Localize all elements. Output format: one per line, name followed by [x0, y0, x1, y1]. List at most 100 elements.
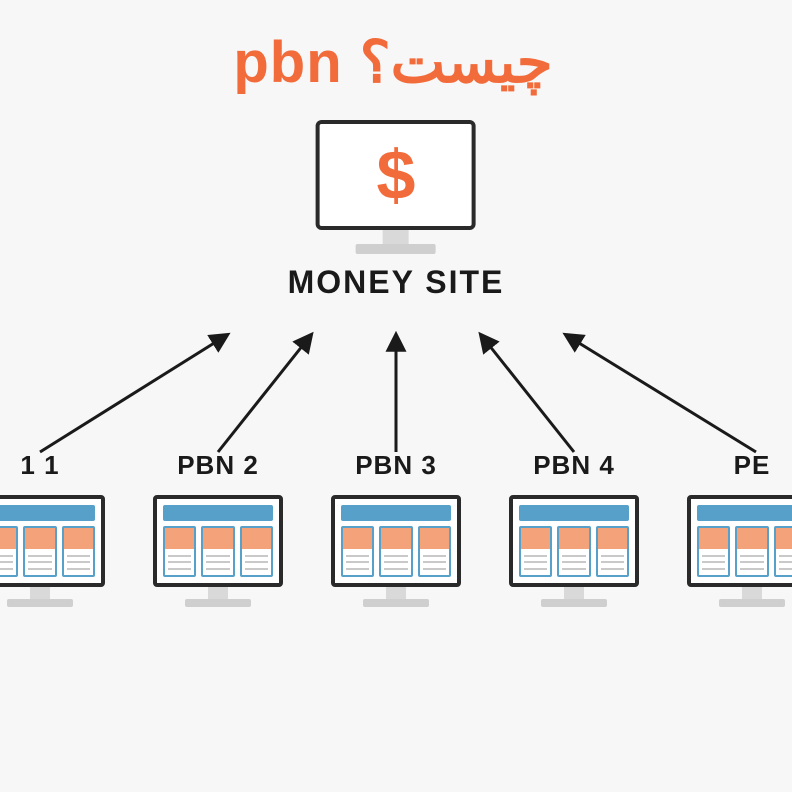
pbn-row: 1 1: [0, 450, 792, 607]
card-image: [242, 528, 271, 549]
browser-topbar: [519, 505, 629, 521]
pbn-node: 1 1: [0, 450, 120, 607]
monitor-base: [185, 599, 251, 607]
page-title: pbn چیست؟: [0, 28, 792, 96]
card-lines: [203, 549, 232, 575]
monitor-neck: [383, 230, 409, 244]
card-image: [343, 528, 372, 549]
card-lines: [0, 549, 16, 575]
pbn-monitor-icon: [687, 495, 792, 607]
money-site-block: $ MONEY SITE: [288, 120, 505, 301]
pbn-monitor-icon: [0, 495, 105, 607]
monitor-base: [719, 599, 785, 607]
card-image: [521, 528, 550, 549]
card-image: [559, 528, 588, 549]
card-lines: [776, 549, 792, 575]
money-site-label: MONEY SITE: [288, 264, 505, 301]
card-lines: [737, 549, 766, 575]
content-card-icon: [341, 526, 374, 577]
content-card-icon: [240, 526, 273, 577]
pbn-node: PE: [672, 450, 792, 607]
card-lines: [242, 549, 271, 575]
browser-topbar: [697, 505, 792, 521]
card-row: [0, 526, 95, 577]
content-card-icon: [0, 526, 18, 577]
card-image: [699, 528, 728, 549]
card-image: [420, 528, 449, 549]
content-card-icon: [62, 526, 95, 577]
monitor-neck: [386, 587, 406, 599]
card-lines: [598, 549, 627, 575]
money-monitor-screen: $: [316, 120, 476, 230]
card-image: [165, 528, 194, 549]
card-lines: [165, 549, 194, 575]
title-fa: چیست؟: [360, 28, 553, 96]
content-card-icon: [379, 526, 412, 577]
pbn-monitor-icon: [509, 495, 639, 607]
pbn-screen: [331, 495, 461, 587]
arrow-line: [218, 335, 311, 452]
content-card-icon: [519, 526, 552, 577]
monitor-neck: [208, 587, 228, 599]
card-image: [64, 528, 93, 549]
title-en: pbn: [233, 29, 342, 96]
card-row: [163, 526, 273, 577]
card-image: [776, 528, 792, 549]
content-card-icon: [557, 526, 590, 577]
card-row: [697, 526, 792, 577]
card-row: [519, 526, 629, 577]
pbn-node: PBN 4: [494, 450, 654, 607]
browser-topbar: [163, 505, 273, 521]
card-lines: [343, 549, 372, 575]
arrow-line: [40, 335, 227, 452]
card-row: [341, 526, 451, 577]
card-lines: [699, 549, 728, 575]
monitor-base: [541, 599, 607, 607]
pbn-node: PBN 2: [138, 450, 298, 607]
pbn-label: PBN 3: [316, 450, 476, 481]
monitor-neck: [742, 587, 762, 599]
pbn-screen: [0, 495, 105, 587]
card-image: [598, 528, 627, 549]
card-image: [0, 528, 16, 549]
dollar-icon: $: [377, 140, 416, 210]
card-image: [381, 528, 410, 549]
arrows-layer: [0, 0, 792, 792]
arrow-line: [566, 335, 756, 452]
pbn-label: PE: [672, 450, 792, 481]
money-monitor-icon: $: [316, 120, 476, 254]
pbn-node: PBN 3: [316, 450, 476, 607]
content-card-icon: [774, 526, 792, 577]
monitor-base: [356, 244, 436, 254]
content-card-icon: [697, 526, 730, 577]
card-lines: [521, 549, 550, 575]
card-lines: [559, 549, 588, 575]
monitor-neck: [564, 587, 584, 599]
pbn-label: PBN 2: [138, 450, 298, 481]
content-card-icon: [735, 526, 768, 577]
content-card-icon: [201, 526, 234, 577]
browser-topbar: [0, 505, 95, 521]
content-card-icon: [163, 526, 196, 577]
pbn-label: PBN 4: [494, 450, 654, 481]
monitor-base: [7, 599, 73, 607]
pbn-screen: [687, 495, 792, 587]
content-card-icon: [418, 526, 451, 577]
card-lines: [64, 549, 93, 575]
content-card-icon: [23, 526, 56, 577]
card-lines: [25, 549, 54, 575]
pbn-label: 1 1: [0, 450, 120, 481]
card-image: [203, 528, 232, 549]
pbn-screen: [509, 495, 639, 587]
card-lines: [420, 549, 449, 575]
arrow-line: [481, 335, 574, 452]
card-image: [737, 528, 766, 549]
arrow-lines: [40, 335, 756, 452]
pbn-monitor-icon: [331, 495, 461, 607]
monitor-neck: [30, 587, 50, 599]
browser-topbar: [341, 505, 451, 521]
content-card-icon: [596, 526, 629, 577]
card-image: [25, 528, 54, 549]
monitor-base: [363, 599, 429, 607]
pbn-monitor-icon: [153, 495, 283, 607]
